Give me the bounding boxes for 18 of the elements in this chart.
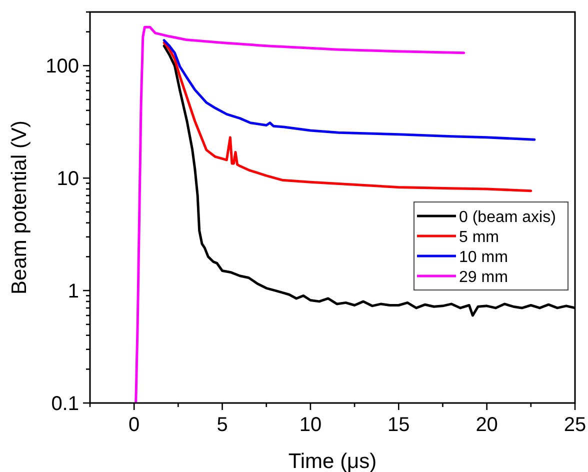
y-tick-label: 100 xyxy=(46,56,79,78)
line-series xyxy=(162,39,536,141)
line-series xyxy=(162,41,532,192)
x-tick-label: 15 xyxy=(388,414,410,436)
y-tick-label: 1 xyxy=(68,280,79,303)
legend-label: 0 (beam axis) xyxy=(459,209,556,226)
x-tick-label: 25 xyxy=(564,414,586,436)
y-tick-label: 0.1 xyxy=(51,393,79,415)
y-axis-title: Beam potential (V) xyxy=(8,120,31,294)
legend-label: 5 mm xyxy=(459,229,499,246)
legend-label: 10 mm xyxy=(459,249,508,266)
legend-label: 29 mm xyxy=(459,269,508,286)
x-axis-title: Time (μs) xyxy=(288,450,377,472)
x-tick-label: 0 xyxy=(128,414,140,436)
x-tick-label: 10 xyxy=(299,414,322,436)
y-tick-label: 10 xyxy=(56,168,79,190)
x-tick-label: 20 xyxy=(476,414,498,436)
x-tick-label: 5 xyxy=(216,414,228,436)
